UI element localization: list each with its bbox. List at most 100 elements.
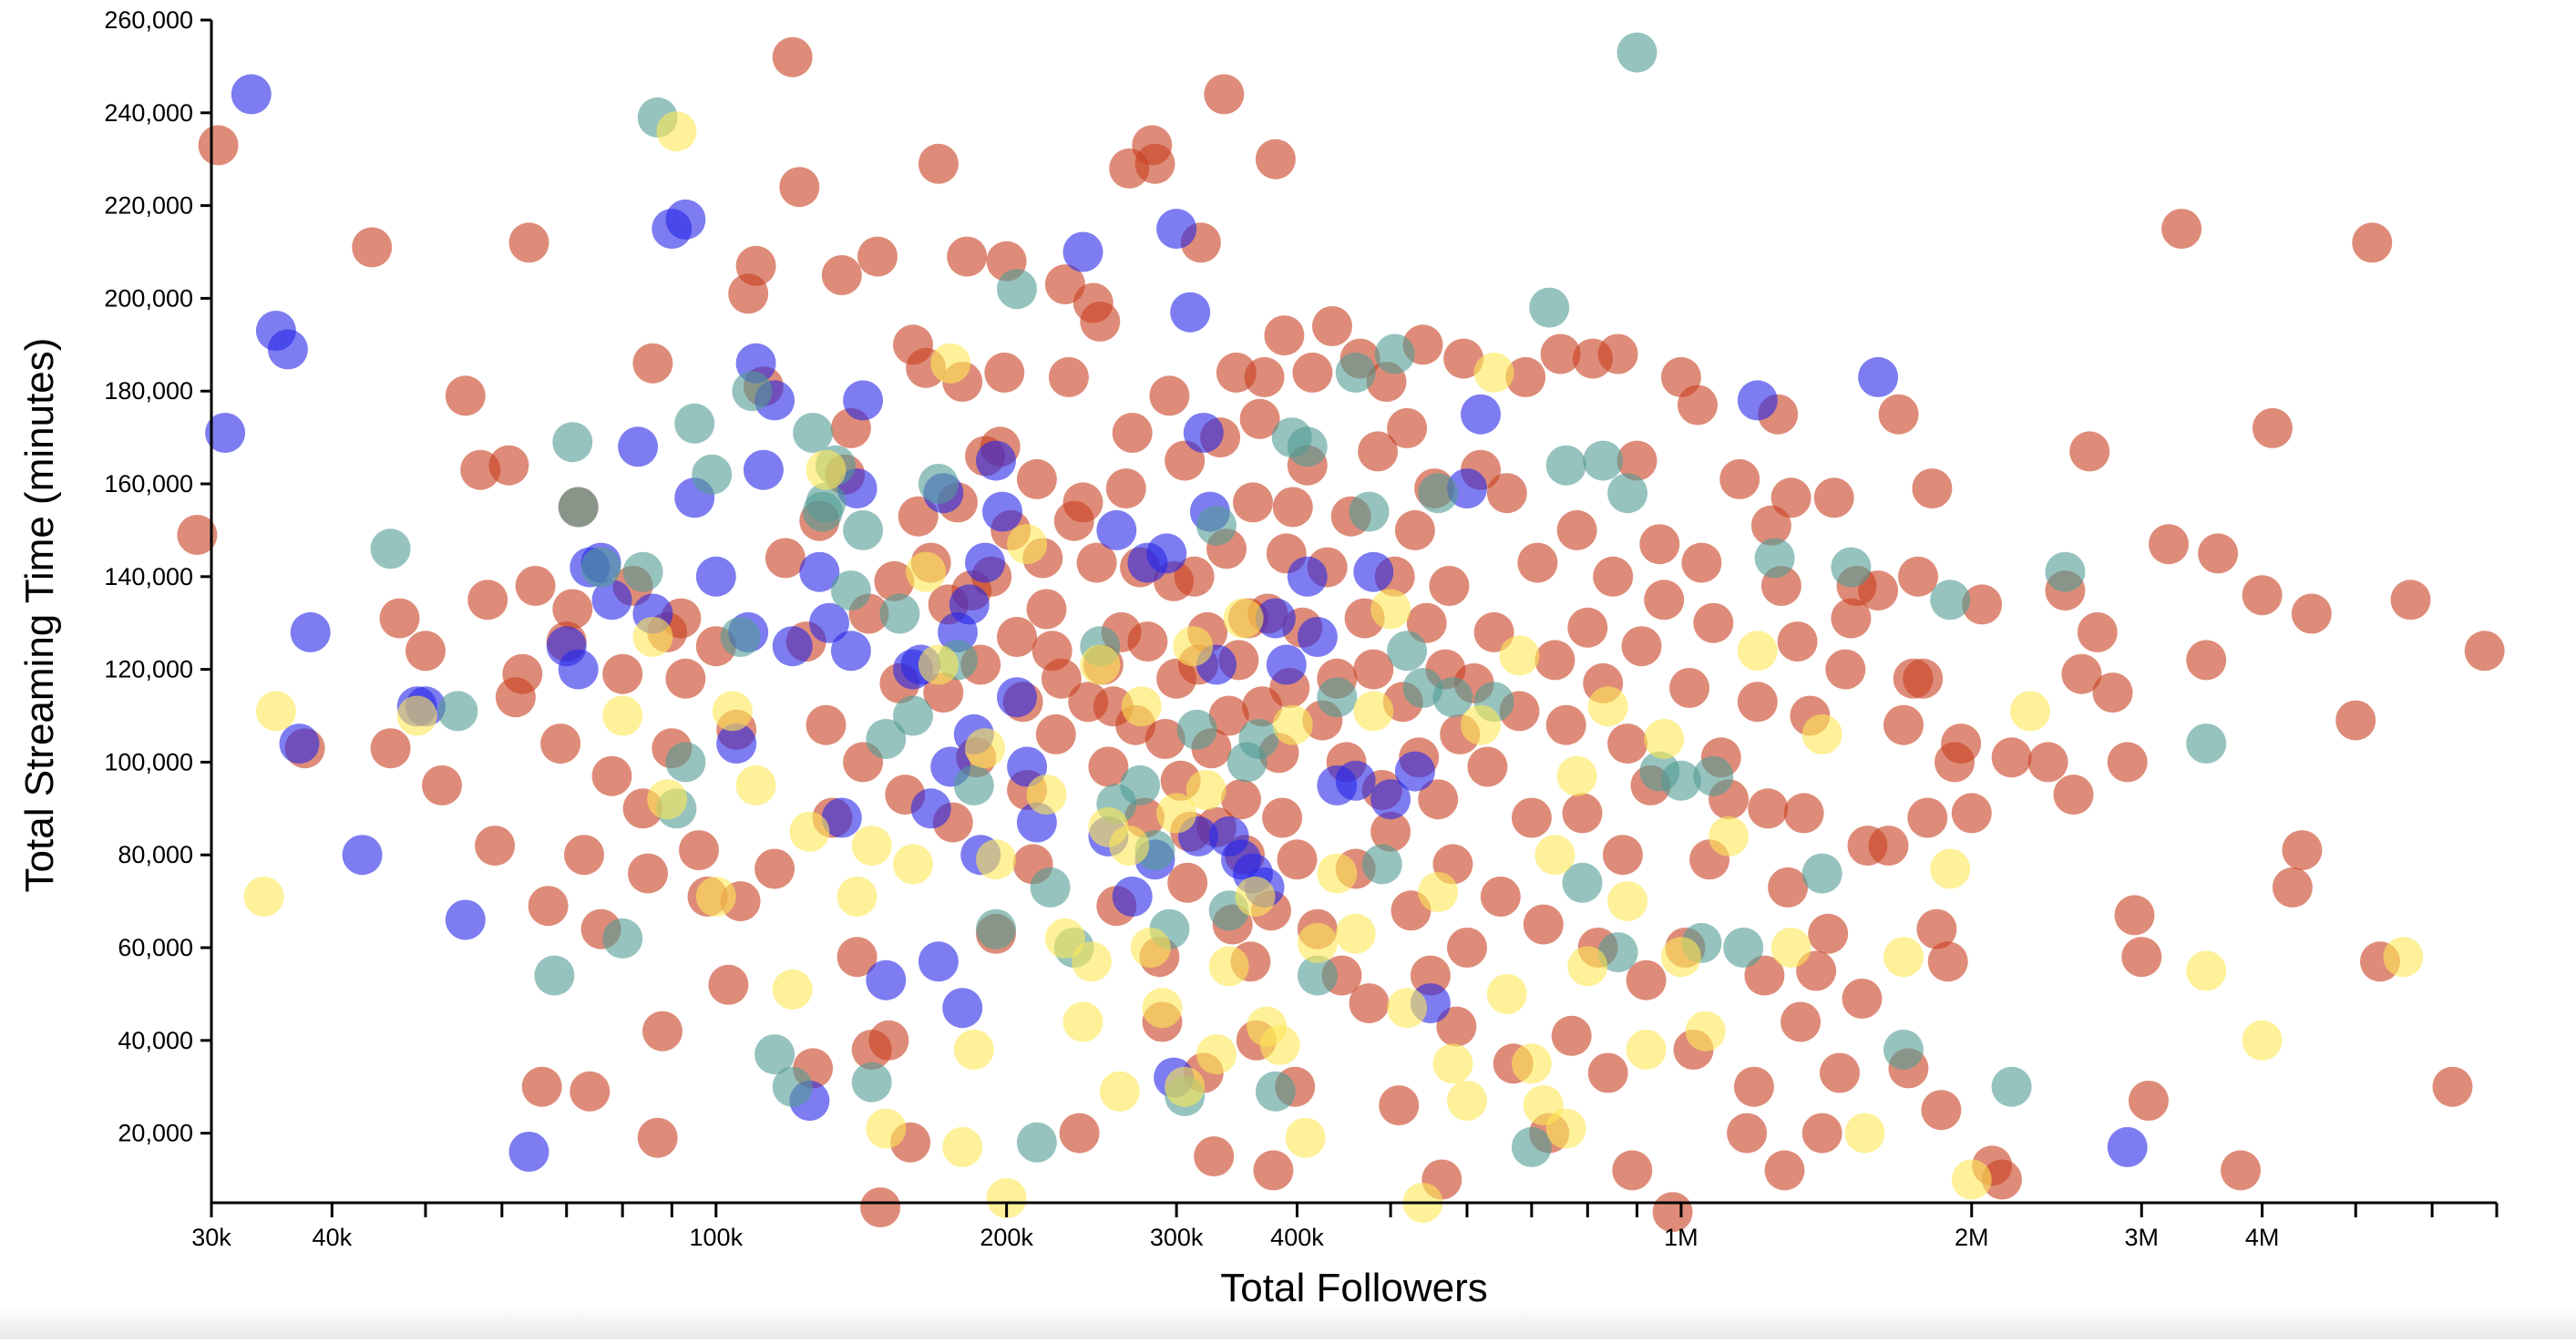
scatter-point-teal [772, 1066, 813, 1107]
scatter-point-red [1208, 695, 1249, 736]
scatter-point-red [1587, 1052, 1628, 1093]
scatter-point-yellow [1626, 1030, 1667, 1070]
scatter-point-red [515, 566, 556, 606]
scatter-point-teal [1432, 677, 1473, 718]
scatter-point-red [1253, 1150, 1294, 1191]
scatter-point-red [997, 617, 1037, 657]
scatter-point-blue [982, 491, 1022, 532]
scatter-point-blue [1335, 760, 1376, 801]
scatter-point-yellow [1072, 941, 1112, 982]
scatter-point-yellow [647, 779, 688, 820]
scatter-point-red [1626, 959, 1667, 1000]
scatter-point-red [1597, 333, 1638, 374]
scatter-point-yellow [1567, 946, 1608, 987]
scatter-point-yellow [1511, 1043, 1552, 1084]
y-tick-label: 240,000 [104, 99, 193, 127]
scatter-point-red [1727, 1113, 1768, 1154]
scatter-point-yellow [695, 877, 736, 917]
scatter-point-teal [1361, 844, 1402, 885]
y-tick-label: 80,000 [118, 841, 193, 868]
scatter-point-yellow [836, 877, 877, 917]
scatter-point-red [1447, 928, 1487, 968]
scatter-point-teal [1387, 631, 1428, 672]
scatter-point-red [1545, 704, 1586, 745]
scatter-point-red [1982, 1159, 2022, 1200]
scatter-point-yellow [1556, 755, 1597, 796]
scatter-point-yellow [1335, 913, 1376, 954]
scatter-point-red [1764, 1150, 1805, 1191]
scatter-point-red [1681, 542, 1722, 583]
scatter-point-teal [732, 371, 773, 412]
scatter-point-red [2161, 209, 2202, 250]
scatter-point-red [779, 167, 820, 208]
scatter-point-red [1551, 1015, 1592, 1056]
scatter-point-yellow [1930, 848, 1971, 889]
y-tick-label: 260,000 [104, 6, 193, 34]
scatter-point-red [1387, 407, 1428, 448]
scatter-point-yellow [976, 839, 1016, 880]
scatter-point-teal [976, 908, 1016, 949]
scatter-point-red [1903, 658, 1944, 699]
scatter-point-teal [1349, 491, 1390, 532]
scatter-point-red [1678, 385, 1718, 426]
scatter-point-blue [942, 988, 983, 1029]
scatter-point-blue [716, 723, 757, 764]
scatter-point-red [1820, 1052, 1860, 1093]
scatter-point-red [860, 1187, 901, 1228]
scatter-point-red [2282, 830, 2323, 871]
scatter-point-blue [965, 542, 1005, 583]
scatter-point-red [1883, 704, 1924, 745]
scatter-point-red [1394, 509, 1435, 550]
scatter-point-teal [1545, 445, 1586, 486]
scatter-point-yellow [1387, 988, 1428, 1029]
scatter-point-red [2027, 742, 2068, 783]
scatter-point-red [2432, 1066, 2473, 1107]
scatter-point-teal [866, 719, 907, 759]
scatter-point-teal [997, 269, 1037, 310]
scatter-point-teal [1297, 955, 1338, 996]
scatter-point-blue [918, 941, 959, 982]
x-tick-label: 3M [2125, 1224, 2160, 1251]
scatter-point-red [1951, 793, 1992, 834]
scatter-point-red [857, 236, 898, 277]
scatter-point-red [198, 125, 239, 166]
scatter-point-red [1062, 482, 1103, 523]
scatter-point-yellow [1007, 524, 1048, 565]
scatter-point-red [1748, 788, 1789, 829]
scatter-point-red [1567, 607, 1608, 648]
scatter-point-yellow [789, 811, 830, 852]
scatter-point-yellow [1109, 826, 1150, 867]
scatter-point-red [1898, 556, 1938, 597]
scatter-point-blue [2107, 1126, 2148, 1167]
scatter-point-yellow [1026, 775, 1067, 816]
scatter-point-red [1406, 602, 1447, 643]
y-tick-label: 40,000 [118, 1027, 193, 1054]
scatter-point-teal [754, 1034, 795, 1075]
scatter-point-red [2390, 580, 2431, 621]
scatter-point-blue [279, 723, 320, 764]
axes-layer: 20,000 40,000 60,000 80,000 100,000 120,000 14… [104, 6, 2499, 1251]
scatter-point-yellow [1130, 928, 1171, 968]
x-tick-label: 300k [1150, 1224, 1204, 1251]
scatter-point-teal [692, 454, 733, 495]
scatter-point-red [1080, 301, 1121, 342]
scatter-point-blue [799, 551, 840, 592]
scatter-point-yellow [255, 691, 296, 732]
scatter-point-teal [1723, 928, 1764, 968]
scatter-point-yellow [772, 969, 813, 1010]
y-tick-label: 160,000 [104, 470, 193, 498]
scatter-point-red [1693, 602, 1734, 643]
scatter-point-red [1088, 746, 1129, 787]
scatter-point-red [1026, 589, 1067, 630]
x-tick-label: 1M [1664, 1224, 1699, 1251]
scatter-point-teal [1597, 932, 1638, 973]
scatter-point-teal [552, 422, 593, 463]
scatter-point-yellow [1297, 922, 1338, 963]
scatter-point-red [475, 826, 516, 867]
scatter-point-red [1878, 394, 1919, 435]
scatter-point-blue [843, 380, 884, 421]
scatter-point-red [1770, 477, 1811, 518]
scatter-point-teal [830, 570, 871, 611]
scatter-point-red [1719, 458, 1760, 499]
scatter-point-red [806, 704, 847, 745]
